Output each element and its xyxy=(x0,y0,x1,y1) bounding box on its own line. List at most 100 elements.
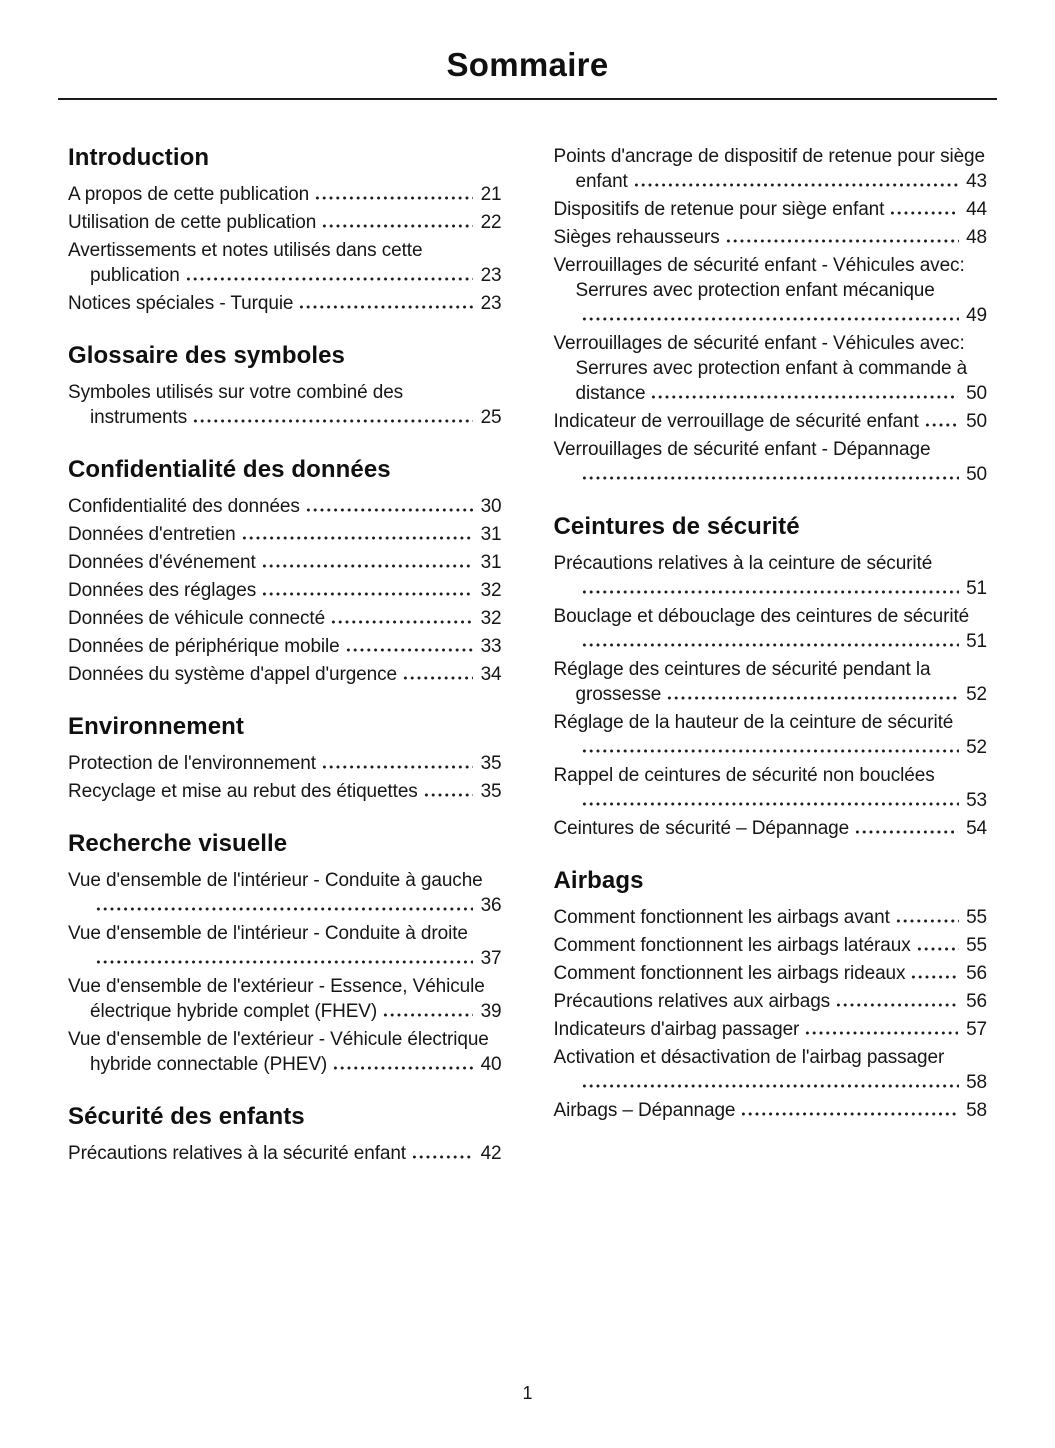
section-heading: Ceintures de sécurité xyxy=(553,513,800,540)
entry-title: Dispositifs de retenue pour siège enfant xyxy=(553,199,885,220)
dot-leader xyxy=(422,793,473,797)
toc-entry: Rappel de ceintures de sécurité non bouc… xyxy=(554,763,988,813)
entry-title: Vue d'ensemble de l'intérieur - Conduite… xyxy=(68,923,468,944)
entry-title: Verrouillages de sécurité enfant - Véhic… xyxy=(553,255,965,301)
dot-leader xyxy=(923,423,959,427)
toc-section: Recherche visuelle Vue d'ensemble de l'i… xyxy=(68,830,502,1077)
toc-entry: Précautions relatives aux airbags 56 xyxy=(554,989,988,1014)
entry-title: A propos de cette publication xyxy=(68,184,310,205)
entry-title: Protection de l'environnement xyxy=(68,753,316,774)
entry-title: Données du système d'appel d'urgence xyxy=(68,664,397,685)
entry-page-number: 40 xyxy=(480,1054,502,1075)
entry-title: Airbags – Dépannage xyxy=(553,1100,736,1121)
entry-page-number: 56 xyxy=(966,963,987,984)
entry-title: Données des réglages xyxy=(68,580,257,601)
toc-entry: Verrouillages de sécurité enfant - Dépan… xyxy=(554,437,988,487)
dot-leader xyxy=(304,508,473,512)
toc-section: Environnement Protection de l'environnem… xyxy=(68,713,502,804)
toc-entry: Données d'événement 31 xyxy=(68,550,502,575)
toc-entry: Données de véhicule connecté 32 xyxy=(68,606,502,631)
entry-page-number: 33 xyxy=(480,636,502,657)
dot-leader xyxy=(260,564,473,568)
entry-page-number: 25 xyxy=(480,407,502,428)
toc-entry: Confidentialité des données 30 xyxy=(68,494,502,519)
entry-page-number: 58 xyxy=(966,1072,987,1093)
dot-leader xyxy=(298,305,474,309)
section-heading: Confidentialité des données xyxy=(68,456,391,483)
toc-entry: Vue d'ensemble de l'intérieur - Conduite… xyxy=(68,868,502,918)
dot-leader xyxy=(261,592,474,596)
entry-title: Données d'entretien xyxy=(68,524,236,545)
dot-leader xyxy=(411,1155,473,1159)
toc-section: Glossaire des symboles Symboles utilisés… xyxy=(68,342,502,430)
toc-entry: Verrouillages de sécurité enfant - Véhic… xyxy=(554,331,988,406)
entry-page-number: 50 xyxy=(966,383,987,404)
toc-section: Confidentialité des données Confidential… xyxy=(68,456,502,687)
entry-page-number: 56 xyxy=(966,991,987,1012)
entry-title: Rappel de ceintures de sécurité non bouc… xyxy=(553,765,935,786)
entry-title: Indicateurs d'airbag passager xyxy=(553,1019,800,1040)
dot-leader xyxy=(889,211,959,215)
entry-title: Précautions relatives à la ceinture de s… xyxy=(553,553,933,574)
toc-entry: Précautions relatives à la sécurité enfa… xyxy=(68,1141,502,1166)
entry-page-number: 57 xyxy=(966,1019,987,1040)
entry-title: Points d'ancrage de dispositif de retenu… xyxy=(553,146,986,192)
entry-page-number: 42 xyxy=(480,1143,502,1164)
entry-title: Données d'événement xyxy=(68,552,256,573)
entry-title: Verrouillages de sécurité enfant - Dépan… xyxy=(553,439,931,460)
dot-leader xyxy=(580,317,959,321)
section-entries: Points d'ancrage de dispositif de retenu… xyxy=(554,144,988,487)
entry-page-number: 52 xyxy=(966,737,987,758)
entry-page-number: 32 xyxy=(480,580,502,601)
dot-leader xyxy=(580,802,959,806)
toc-entry: A propos de cette publication 21 xyxy=(68,182,502,207)
entry-page-number: 35 xyxy=(480,781,502,802)
entry-page-number: 51 xyxy=(966,578,987,599)
entry-page-number: 30 xyxy=(480,496,502,517)
toc-entry: Bouclage et débouclage des ceintures de … xyxy=(554,604,988,654)
dot-leader xyxy=(894,919,959,923)
entry-page-number: 52 xyxy=(966,684,987,705)
toc-entry: Réglage des ceintures de sécurité pendan… xyxy=(554,657,988,707)
section-heading: Environnement xyxy=(68,713,244,740)
dot-leader xyxy=(724,239,959,243)
page-number: 1 xyxy=(522,1383,533,1403)
toc-entry: Activation et désactivation de l'airbag … xyxy=(554,1045,988,1095)
toc-entry: Données des réglages 32 xyxy=(68,578,502,603)
section-entries: Comment fonctionnent les airbags avant 55… xyxy=(554,905,988,1123)
toc-entry: Utilisation de cette publication 22 xyxy=(68,210,502,235)
section-entries: A propos de cette publication 21 Utilisati… xyxy=(68,182,502,316)
dot-leader xyxy=(580,476,959,480)
toc-entry: Recyclage et mise au rebut des étiquette… xyxy=(68,779,502,804)
dot-leader xyxy=(666,696,959,700)
entry-title: Recyclage et mise au rebut des étiquette… xyxy=(68,781,418,802)
entry-title: Vue d'ensemble de l'intérieur - Conduite… xyxy=(68,870,483,891)
toc-entry: Comment fonctionnent les airbags latérau… xyxy=(554,933,988,958)
entry-page-number: 23 xyxy=(480,293,502,314)
entry-page-number: 50 xyxy=(966,411,987,432)
entry-page-number: 22 xyxy=(480,212,502,233)
entry-page-number: 31 xyxy=(480,552,502,573)
toc-entry: Indicateur de verrouillage de sécurité e… xyxy=(554,409,988,434)
dot-leader xyxy=(240,536,473,540)
entry-title: Indicateur de verrouillage de sécurité e… xyxy=(553,411,919,432)
dot-leader xyxy=(95,907,473,911)
dot-leader xyxy=(915,947,959,951)
toc-entry: Indicateurs d'airbag passager 57 xyxy=(554,1017,988,1042)
entry-title: Vue d'ensemble de l'extérieur - Véhicule… xyxy=(68,1029,489,1075)
entry-title: Réglage des ceintures de sécurité pendan… xyxy=(553,659,931,705)
entry-page-number: 48 xyxy=(966,227,987,248)
toc-section: Points d'ancrage de dispositif de retenu… xyxy=(554,144,988,487)
dot-leader xyxy=(401,676,473,680)
entry-title: Sièges rehausseurs xyxy=(553,227,720,248)
toc-entry: Vue d'ensemble de l'extérieur - Essence,… xyxy=(68,974,502,1024)
toc-entry: Données d'entretien 31 xyxy=(68,522,502,547)
entry-title: Activation et désactivation de l'airbag … xyxy=(553,1047,945,1068)
entry-title: Comment fonctionnent les airbags avant xyxy=(553,907,890,928)
toc-entry: Données de périphérique mobile 33 xyxy=(68,634,502,659)
entry-page-number: 51 xyxy=(966,631,987,652)
dot-leader xyxy=(740,1112,959,1116)
toc-entry: Symboles utilisés sur votre combiné des … xyxy=(68,380,502,430)
entry-title: Comment fonctionnent les airbags rideaux xyxy=(553,963,906,984)
